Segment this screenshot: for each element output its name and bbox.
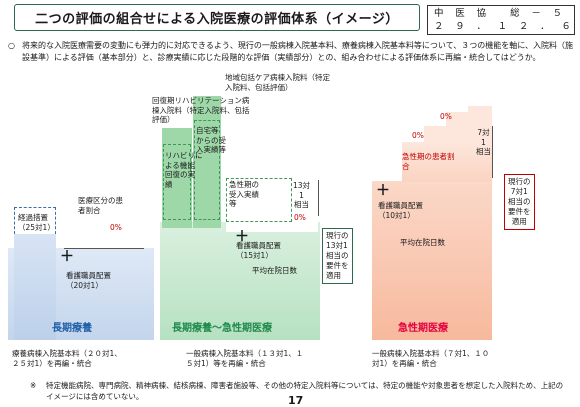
current-7-callout: 現行の 7対1 相当の 要件を 適用 [504,174,535,230]
transition-measure-label: 経過措置 （25対1） [18,213,55,232]
acute-acceptance-record: 急性期の 受入実績 等 [229,180,259,208]
center-zero-percent: 0% [294,213,306,222]
left-plus-icon: ＋ [60,249,74,265]
acute-care-label: 急性期医療 [398,323,448,334]
long-term-to-acute-label: 長期療養～急性期医療 [172,323,272,334]
title-bar: 二つの評価の組合せによる入院医療の評価体系（イメージ） [14,4,420,31]
right-stair-fill-3 [446,112,492,126]
community-care-ward-fee: 地域包括ケア病棟入院料（特定 入院料、包括評価） [225,73,330,92]
center-stair-2 [252,192,318,200]
rehab-ward-fee: 回復期リハビリテーション病 棟入院料（特定入院料、包括 評価） [152,96,250,124]
footnote-mark: ※ [30,381,37,390]
right-stair-fill [402,142,492,182]
center-stair-1 [226,200,318,222]
left-stair-3 [96,232,144,238]
center-stair-base [226,222,318,232]
center-nurse-staffing: 看護職員配置 （15対1） [236,241,281,260]
bottom-note-right: 一般病棟入院基本料（７対1、１０ 対1）を再編・統合 [372,349,490,368]
document-id: 中 医 協 総 － ５ ２ ９ ． １ ２ ． ６ [427,5,575,35]
intro-text: 将来的な入院医療需要の変動にも弾力的に対応できるよう、現行の一般病棟入院基本料、… [22,41,573,62]
page-title: 二つの評価の組合せによる入院医療の評価体系（イメージ） [35,12,399,27]
ratio-13-bracket [318,180,319,216]
center-stair-3 [274,186,318,192]
left-stair-1 [64,244,144,248]
right-average-stay: 平均在院日数 [400,238,445,247]
right-zero-percent-2: 0% [440,112,452,121]
left-baseline [64,248,144,249]
document-id-line1: 中 医 協 総 － ５ [434,8,566,19]
home-acceptance-record: 自宅等 からの受 入実績等 [196,126,226,154]
current-13-callout: 現行の 13対1 相当の 要件を 適用 [322,228,353,284]
transition-measure-fill [14,234,56,340]
home-dashed-box [194,120,220,220]
page-number: 17 [288,394,304,407]
left-stair-2 [78,238,144,244]
home-acceptance-column [193,96,221,228]
long-term-to-acute-panel [160,222,320,340]
rehab-function-recovery: リハビリに よる機能 回復の実 績 [165,151,203,189]
medical-category-ratio-label: 医療区分の患 者割合 [78,196,123,215]
left-nurse-staffing: 看護職員配置 （20対1） [66,271,111,290]
right-nurse-staffing: 看護職員配置 （10対1） [378,201,423,220]
acute-acceptance-dashed [226,178,292,222]
ratio-13-equivalent: 13対 1 相当 [293,181,311,209]
bottom-note-left: 療養病棟入院基本料（２０対1、 ２５対1）を再編・統合 [12,349,122,368]
right-plus-icon: ＋ [376,183,390,199]
center-plus-icon: ＋ [235,229,249,245]
intro-paragraph: ○ 将来的な入院医療需要の変動にも弾力的に対応できるよう、現行の一般病棟入院基本… [8,40,574,64]
bottom-note-center: 一般病棟入院基本料（１３対1、１ ５対1）等を再編・統合 [186,349,304,368]
left-zero-percent: 0% [110,223,122,232]
right-zero-percent-1: 0% [412,131,424,140]
acute-care-panel [372,181,492,340]
footnote-text: 特定機能病院、専門病院、精神病棟、結核病棟、障害者施設等、その他の特定入院料等に… [46,381,564,401]
right-stair-fill-4 [468,106,492,112]
rehab-dashed-box [163,144,191,220]
long-term-care-label: 長期療養 [52,323,92,334]
ratio-7-bracket [492,126,493,178]
center-average-stay: 平均在院日数 [252,266,297,275]
ratio-7-equivalent: 7対 1 相当 [476,128,491,156]
bullet-circle-icon: ○ [8,41,15,50]
document-id-line2: ２ ９ ． １ ２ ． ６ [434,21,574,32]
right-stair-fill-2 [424,126,492,142]
acute-patient-ratio: 急性期の患者割 合 [402,152,455,171]
footnote: ※ 特定機能病院、専門病院、精神病棟、結核病棟、障害者施設等、その他の特定入院料… [30,381,570,402]
